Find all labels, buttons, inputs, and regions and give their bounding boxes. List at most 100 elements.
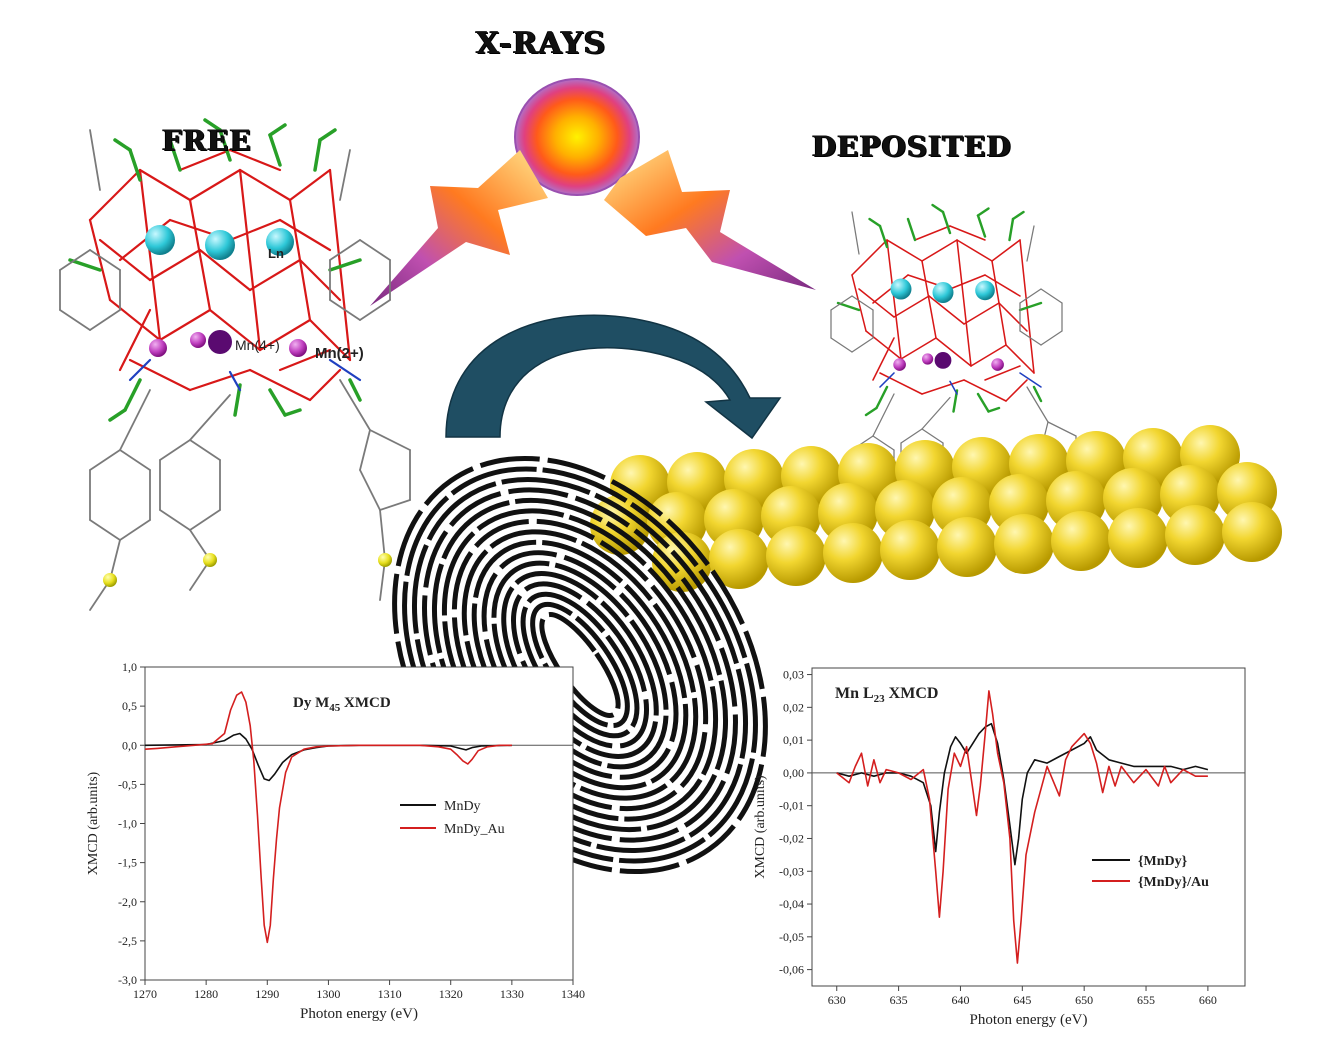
bond	[348, 378, 362, 402]
bond	[298, 258, 342, 302]
mn-xmcd-chart: 630 635 640 645 650 655 660 0,03 0,02 0,01 0,00 -0,…	[753, 667, 1246, 1028]
mn-atom	[289, 339, 307, 357]
bond	[118, 308, 152, 372]
bond	[886, 239, 902, 360]
bond	[308, 318, 352, 362]
ln-atom	[975, 280, 995, 301]
plot-frame	[144, 666, 574, 981]
bond	[228, 370, 242, 392]
bond	[59, 249, 91, 271]
bond	[1040, 288, 1063, 304]
bond	[228, 148, 282, 172]
bond	[991, 239, 1021, 262]
bond	[119, 449, 151, 471]
bond	[963, 379, 1007, 402]
mn-atom	[190, 332, 206, 348]
bond	[900, 428, 923, 444]
bond	[949, 225, 986, 241]
bond	[218, 128, 232, 162]
bond	[108, 298, 162, 342]
bond	[59, 309, 91, 331]
bond	[864, 406, 878, 417]
bond	[369, 429, 411, 451]
gold-surface	[590, 425, 1282, 592]
bond	[308, 368, 342, 402]
legend-label: MnDy_Au	[444, 822, 505, 837]
bond	[984, 365, 1021, 381]
chart-title: Mn L23 XMCD	[835, 685, 938, 705]
bond	[949, 380, 958, 395]
bond	[258, 318, 312, 352]
free-molecule: Ln Mn(4+) Mn(2+)	[59, 118, 411, 611]
bond	[830, 295, 853, 311]
deposited-label: DEPOSITED	[812, 130, 1012, 163]
bond	[288, 198, 312, 322]
bond	[379, 499, 411, 511]
x-axis-label: Photon energy (eV)	[300, 1006, 418, 1022]
bond	[238, 168, 292, 202]
bond	[268, 123, 287, 137]
bond	[1008, 217, 1015, 242]
bond	[98, 238, 152, 282]
bond	[168, 138, 182, 172]
lightning-bolt-right-icon	[604, 150, 816, 290]
bond	[1026, 386, 1049, 423]
x-tick-label: 635	[890, 993, 908, 1007]
plot-frame	[811, 667, 1246, 987]
x-tick-label: 1300	[316, 987, 340, 1001]
sulfur-atom	[378, 553, 392, 567]
bond	[123, 378, 142, 412]
bond	[941, 210, 952, 235]
bond	[970, 344, 1007, 367]
bond	[1018, 301, 1043, 312]
bond	[158, 308, 212, 342]
mn-atom	[893, 358, 906, 371]
bond	[138, 168, 192, 202]
bond	[359, 469, 381, 511]
bond	[138, 168, 162, 342]
bond	[68, 258, 102, 272]
x-tick-label: 1340	[561, 987, 585, 1001]
ln-atom	[890, 278, 912, 300]
bond	[283, 408, 302, 417]
y-tick-label: -1,0	[118, 817, 137, 831]
bond	[248, 368, 312, 402]
bond	[288, 168, 332, 202]
bond	[906, 217, 917, 242]
mn-atom	[149, 339, 167, 357]
bond	[878, 224, 889, 249]
bond	[914, 225, 951, 241]
gold-atom	[1165, 505, 1225, 565]
bond	[963, 302, 1000, 325]
bond	[928, 295, 965, 325]
bond	[203, 118, 222, 132]
bond	[851, 274, 867, 332]
bond	[329, 239, 361, 261]
gold-atom	[937, 517, 997, 577]
bond	[921, 379, 965, 395]
y-tick-label: 0,0	[122, 738, 137, 752]
bond	[1005, 379, 1028, 402]
bond	[886, 239, 923, 262]
bond	[359, 299, 391, 321]
x-axis-label: Photon energy (eV)	[969, 1012, 1087, 1028]
bond	[178, 148, 232, 172]
gold-atom	[1222, 502, 1282, 562]
bond	[1026, 225, 1035, 262]
bond	[89, 449, 121, 471]
bond	[328, 358, 362, 382]
bond	[872, 393, 895, 437]
y-tick-label: 0,00	[783, 766, 804, 780]
mn-atom	[922, 353, 934, 365]
bond	[268, 133, 282, 167]
bond	[119, 389, 151, 451]
bond	[879, 372, 895, 388]
bond	[949, 274, 986, 290]
bond	[851, 211, 860, 255]
gold-atom	[880, 520, 940, 580]
y-tick-label: -0,02	[779, 831, 804, 845]
x-tick-label: 650	[1075, 993, 1093, 1007]
bond	[108, 408, 127, 422]
bond	[148, 248, 202, 282]
bond	[89, 249, 121, 271]
